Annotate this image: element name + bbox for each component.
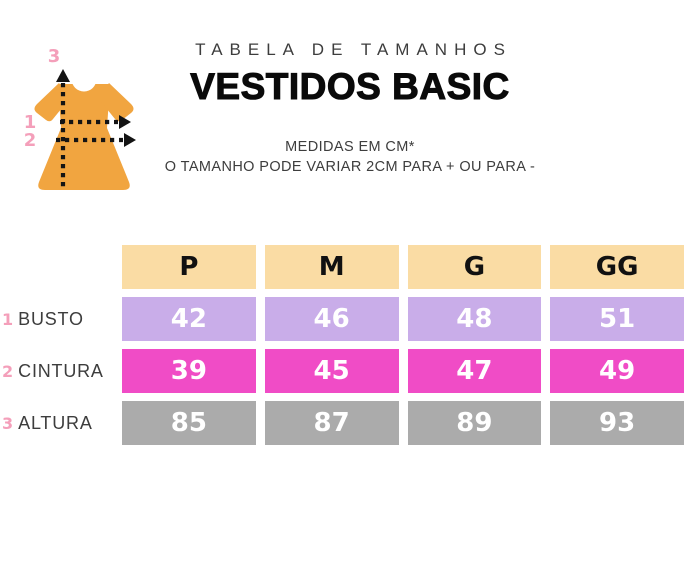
size-table: P M G GG 42 46 48 51 39 45 47 49 85 87 8… bbox=[122, 245, 684, 445]
diagram-marker-1: 1 bbox=[24, 112, 37, 133]
dress-sleeve-right bbox=[98, 83, 134, 122]
cell-busto-gg: 51 bbox=[550, 297, 684, 341]
waist-arrow-head-icon bbox=[124, 133, 136, 147]
row-marker-cintura: 2 bbox=[2, 361, 14, 381]
cell-altura-gg: 93 bbox=[550, 401, 684, 445]
row-label-cintura: 2 CINTURA bbox=[2, 349, 104, 393]
cell-cintura-g: 47 bbox=[407, 349, 542, 393]
dress-icon: 3 1 2 bbox=[24, 46, 136, 190]
page-title: VESTIDOS BASIC bbox=[190, 65, 510, 107]
measure-notes: MEDIDAS EM CM* O TAMANHO PODE VARIAR 2CM… bbox=[0, 137, 700, 177]
diagram-marker-3: 3 bbox=[48, 46, 61, 67]
cell-cintura-gg: 49 bbox=[550, 349, 684, 393]
column-header-m: M bbox=[264, 245, 399, 289]
dress-diagram: 3 1 2 bbox=[20, 36, 150, 196]
diagram-marker-2: 2 bbox=[24, 130, 37, 151]
note-line-2: O TAMANHO PODE VARIAR 2CM PARA + OU PARA… bbox=[164, 159, 536, 175]
column-header-g: G bbox=[407, 245, 542, 289]
cell-altura-g: 89 bbox=[407, 401, 542, 445]
cell-busto-g: 48 bbox=[407, 297, 542, 341]
cell-altura-p: 85 bbox=[122, 401, 256, 445]
cell-busto-p: 42 bbox=[122, 297, 256, 341]
row-marker-altura: 3 bbox=[2, 413, 14, 433]
row-label-altura-text: ALTURA bbox=[18, 412, 93, 433]
row-label-cintura-text: CINTURA bbox=[18, 360, 104, 381]
row-label-busto: 1 BUSTO bbox=[2, 297, 84, 341]
cell-cintura-m: 45 bbox=[264, 349, 399, 393]
row-label-altura: 3 ALTURA bbox=[2, 401, 93, 445]
cell-busto-m: 46 bbox=[264, 297, 399, 341]
eyebrow-text: TABELA DE TAMANHOS bbox=[195, 40, 512, 59]
dress-neckline-cutout bbox=[71, 66, 97, 92]
column-header-p: P bbox=[122, 245, 256, 289]
row-label-busto-text: BUSTO bbox=[18, 308, 84, 329]
column-header-gg: GG bbox=[550, 245, 684, 289]
note-line-1: MEDIDAS EM CM* bbox=[285, 139, 415, 155]
row-marker-busto: 1 bbox=[2, 309, 14, 329]
cell-altura-m: 87 bbox=[264, 401, 399, 445]
cell-cintura-p: 39 bbox=[122, 349, 256, 393]
bust-arrow-head-icon bbox=[119, 115, 131, 129]
height-arrow-head-icon bbox=[56, 69, 70, 82]
